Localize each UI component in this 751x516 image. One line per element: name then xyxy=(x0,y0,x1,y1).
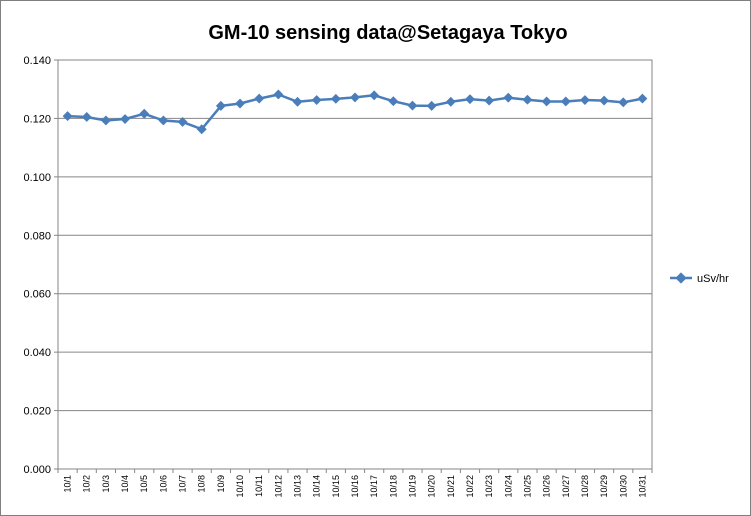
data-point xyxy=(426,100,437,111)
data-point xyxy=(311,95,322,105)
y-tick-label: 0.000 xyxy=(23,464,51,476)
x-tick-label: 10/16 xyxy=(350,475,360,498)
x-tick-label: 10/25 xyxy=(522,475,532,498)
x-tick-label: 10/3 xyxy=(101,475,111,493)
gridlines xyxy=(58,117,652,412)
data-point xyxy=(139,108,150,119)
y-tick-label: 0.100 xyxy=(23,172,51,184)
data-point xyxy=(369,90,380,101)
data-point xyxy=(196,124,207,135)
data-point xyxy=(484,95,495,106)
x-tick-label: 10/24 xyxy=(503,475,513,498)
x-tick-label: 10/19 xyxy=(407,475,417,498)
legend-marker xyxy=(675,272,687,284)
data-point xyxy=(120,114,131,124)
y-tick-label: 0.140 xyxy=(23,55,51,67)
x-tick-label: 10/5 xyxy=(139,475,149,493)
data-point xyxy=(618,97,629,108)
data-point xyxy=(330,93,341,104)
y-axis-ticks: 0.000 0.020 0.040 0.060 0.080 0.100 0.120 0.140 xyxy=(23,55,58,476)
x-tick-label: 10/12 xyxy=(273,475,283,498)
x-tick-label: 10/2 xyxy=(82,475,92,493)
x-tick-label: 10/29 xyxy=(599,475,609,498)
x-tick-label: 10/4 xyxy=(120,475,130,493)
plot-area xyxy=(57,59,653,470)
data-point xyxy=(100,115,111,126)
data-point xyxy=(292,96,303,107)
data-point xyxy=(254,93,265,104)
x-tick-label: 10/30 xyxy=(618,475,628,498)
data-point xyxy=(62,111,73,122)
series-group xyxy=(62,89,648,135)
data-point xyxy=(407,100,418,111)
y-tick-label: 0.080 xyxy=(23,230,51,242)
data-point xyxy=(522,94,533,105)
x-tick-label: 10/27 xyxy=(561,475,571,498)
x-tick-label: 10/10 xyxy=(235,475,245,498)
x-tick-label: 10/9 xyxy=(216,475,226,493)
data-point xyxy=(579,95,590,105)
x-tick-label: 10/22 xyxy=(465,475,475,498)
data-point xyxy=(388,96,399,107)
data-point xyxy=(273,89,284,100)
chart-title: GM-10 sensing data@Setagaya Tokyo xyxy=(208,22,567,44)
data-point xyxy=(158,115,169,126)
x-tick-label: 10/15 xyxy=(331,475,341,498)
x-tick-label: 10/1 xyxy=(63,475,73,493)
x-tick-label: 10/20 xyxy=(427,475,437,498)
x-tick-label: 10/8 xyxy=(197,475,207,493)
data-point xyxy=(445,96,456,107)
legend: uSv/hr xyxy=(670,272,729,285)
data-point xyxy=(541,96,552,107)
data-point xyxy=(637,93,648,104)
y-tick-label: 0.040 xyxy=(23,347,51,359)
x-tick-label: 10/28 xyxy=(580,475,590,498)
x-tick-label: 10/31 xyxy=(637,475,647,498)
x-tick-label: 10/14 xyxy=(312,475,322,498)
x-tick-label: 10/13 xyxy=(293,475,303,498)
x-tick-label: 10/23 xyxy=(484,475,494,498)
data-point xyxy=(81,112,92,122)
data-point xyxy=(503,92,514,103)
y-tick-label: 0.060 xyxy=(23,289,51,301)
y-tick-label: 0.120 xyxy=(23,113,51,125)
x-tick-label: 10/26 xyxy=(542,475,552,498)
x-tick-label: 10/18 xyxy=(388,475,398,498)
data-point xyxy=(599,95,610,106)
legend-label: uSv/hr xyxy=(697,273,729,285)
x-tick-label: 10/17 xyxy=(369,475,379,498)
data-point xyxy=(350,92,360,103)
data-point xyxy=(215,100,226,111)
data-point xyxy=(465,94,475,105)
data-point xyxy=(235,98,245,109)
x-tick-label: 10/21 xyxy=(446,475,456,498)
x-axis-ticks: 10/1 10/2 10/3 10/4 10/5 10/6 10/7 10/8 10/9 10/1… xyxy=(57,469,653,498)
x-tick-label: 10/11 xyxy=(254,475,264,497)
x-tick-label: 10/6 xyxy=(158,475,168,493)
data-point xyxy=(560,96,571,107)
data-point xyxy=(177,116,188,127)
x-tick-label: 10/7 xyxy=(178,475,188,493)
y-tick-label: 0.020 xyxy=(23,406,51,418)
